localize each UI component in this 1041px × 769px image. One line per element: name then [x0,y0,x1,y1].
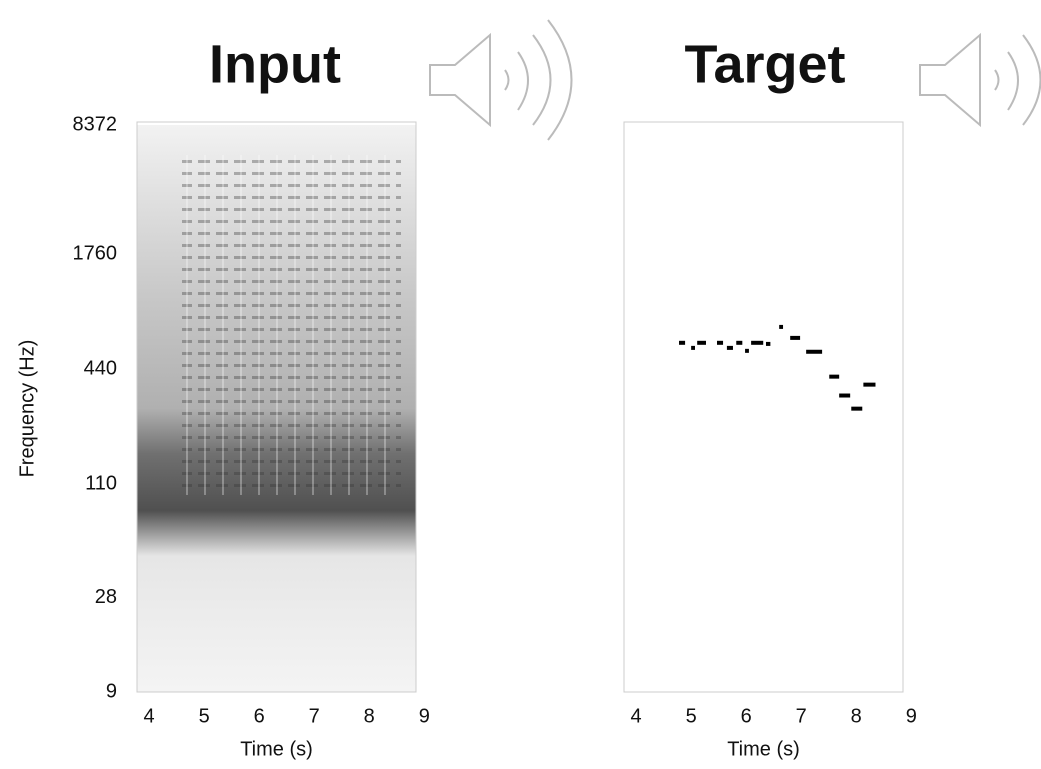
x-axis-label: Time (s) [240,738,313,760]
speaker-icon[interactable] [429,19,573,141]
note [765,341,771,346]
note [851,406,863,411]
note [863,382,876,387]
y-tick-label: 440 [84,358,117,380]
x-tick-label: 9 [906,705,917,727]
y-axis-label: Frequency (Hz) [16,340,38,478]
x-tick-label: 4 [631,705,642,727]
note [779,324,784,329]
plot-frame [623,121,904,693]
note [839,393,851,398]
y-tick-label: 9 [106,680,117,702]
y-tick-label: 8372 [73,113,118,135]
x-tick-label: 7 [309,705,320,727]
x-tick-label: 7 [796,705,807,727]
note [726,345,733,350]
x-tick-label: 9 [419,705,430,727]
note [691,345,695,350]
x-tick-label: 5 [686,705,697,727]
x-tick-label: 6 [741,705,752,727]
x-tick-label: 5 [199,705,210,727]
note [806,349,823,354]
x-tick-label: 6 [254,705,265,727]
spectrogram-texture [182,155,401,495]
chart-title: Target [684,34,845,94]
y-tick-label: 1760 [73,243,118,265]
note [717,340,724,345]
speaker-icon[interactable] [919,32,1041,128]
note [736,340,743,345]
chart-title: Input [209,34,341,94]
y-tick-label: 28 [95,586,117,608]
x-tick-label: 8 [364,705,375,727]
note [679,340,686,345]
plot-frame [136,121,417,693]
x-axis-label: Time (s) [727,738,800,760]
note [790,335,801,340]
note [829,374,840,379]
x-tick-label: 8 [851,705,862,727]
y-tick-label: 110 [85,473,117,495]
x-tick-label: 4 [144,705,155,727]
note [745,348,749,353]
note [751,340,764,345]
note [697,340,706,345]
